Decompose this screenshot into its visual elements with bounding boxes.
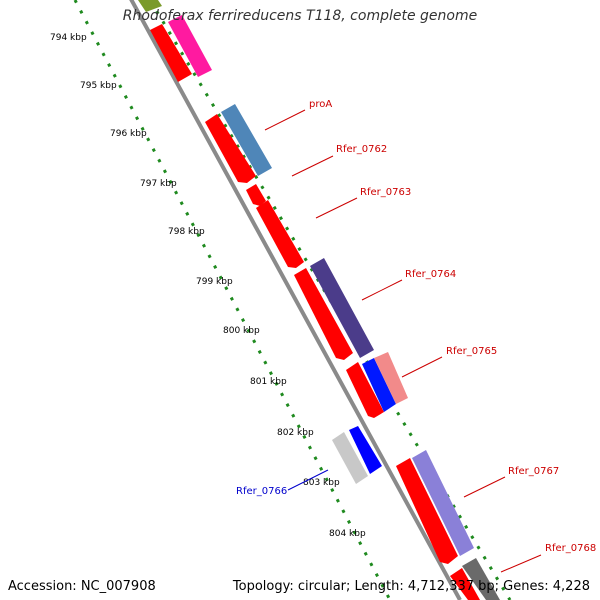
gene-arrow[interactable] [349,426,382,474]
gene-label-rfer-0765[interactable]: Rfer_0765 [446,346,497,357]
genome-backbone [129,0,462,600]
gene-product-box[interactable] [332,432,368,484]
accession-label: Accession: NC_007908 [8,579,156,594]
gene-arrow[interactable] [205,114,256,183]
ruler-label: 802 kbp [277,428,314,438]
gene-features [138,0,500,600]
gene-label-rfer-0764[interactable]: Rfer_0764 [405,269,456,280]
gene-arrow[interactable] [450,568,480,600]
ruler-label: 804 kbp [329,529,366,539]
gene-label-rfer-0762[interactable]: Rfer_0762 [336,144,387,155]
gene-arrow[interactable] [256,200,304,268]
ruler-label: 798 kbp [168,227,205,237]
ruler-label: 800 kbp [223,326,260,336]
gene-label-rfer-0763[interactable]: Rfer_0763 [360,187,411,198]
gene-label-rfer-0768[interactable]: Rfer_0768 [545,543,596,554]
ruler-tick-ring [73,0,392,600]
ruler-label: 795 kbp [80,81,117,91]
gene-product-box[interactable] [374,352,408,404]
gene-product-box[interactable] [310,258,374,358]
gene-product-box[interactable] [362,358,396,412]
topology-summary: Topology: circular; Length: 4,712,337 bp… [232,579,590,594]
ruler-label: 803 kbp [303,478,340,488]
gene-arrow[interactable] [294,268,353,360]
gene-product-box[interactable] [462,558,500,600]
map-title: Rhodoferax ferrireducens T118, complete … [122,8,478,24]
ruler-label: 796 kbp [110,129,147,139]
ruler-label: 794 kbp [50,33,87,43]
gene-product-box[interactable] [221,104,272,176]
gene-arrow[interactable] [346,362,384,418]
gene-arrow[interactable] [246,184,266,206]
gene-labels: proA Rfer_0762 Rfer_0763 Rfer_0764 Rfer_… [236,99,596,554]
ruler-label: 797 kbp [140,179,177,189]
gene-label-rfer-0766[interactable]: Rfer_0766 [236,486,287,497]
gene-product-box[interactable] [412,450,474,556]
gene-label-proa[interactable]: proA [309,99,332,110]
ruler-labels: 794 kbp 795 kbp 796 kbp 797 kbp 798 kbp … [50,33,366,539]
gene-leader-lines [264,109,542,573]
gene-arrow[interactable] [396,458,458,564]
ruler-label: 799 kbp [196,277,233,287]
gene-arrow[interactable] [150,24,192,82]
ruler-label: 801 kbp [250,377,287,387]
gene-product-box[interactable] [168,15,212,77]
gene-product-box[interactable] [138,0,162,12]
gene-label-rfer-0767[interactable]: Rfer_0767 [508,466,559,477]
